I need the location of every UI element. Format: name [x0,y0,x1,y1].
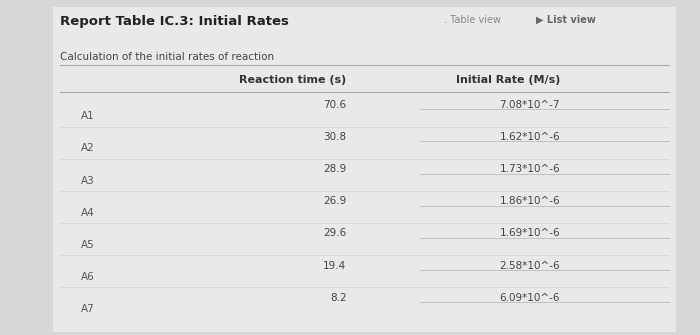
Text: A2: A2 [80,143,94,153]
Text: 19.4: 19.4 [323,261,346,271]
Text: 1.62*10^-6: 1.62*10^-6 [499,132,560,142]
Text: 1.73*10^-6: 1.73*10^-6 [499,164,560,174]
Text: A1: A1 [80,111,94,121]
Text: A4: A4 [80,208,94,218]
Text: 8.2: 8.2 [330,293,346,303]
Text: 70.6: 70.6 [323,100,346,110]
Text: Initial Rate (M/s): Initial Rate (M/s) [456,75,560,85]
Text: 28.9: 28.9 [323,164,346,174]
Text: . Table view: . Table view [444,15,501,25]
Text: A6: A6 [80,272,94,282]
Text: 2.58*10^-6: 2.58*10^-6 [499,261,560,271]
Text: ▶ List view: ▶ List view [536,15,596,25]
Text: Calculation of the initial rates of reaction: Calculation of the initial rates of reac… [60,52,274,62]
Text: 1.69*10^-6: 1.69*10^-6 [499,228,560,239]
Text: 26.9: 26.9 [323,196,346,206]
Text: A5: A5 [80,240,94,250]
Text: A3: A3 [80,176,94,186]
Text: 29.6: 29.6 [323,228,346,239]
Text: 7.08*10^-7: 7.08*10^-7 [500,100,560,110]
Text: 1.86*10^-6: 1.86*10^-6 [499,196,560,206]
Text: Reaction time (s): Reaction time (s) [239,75,346,85]
Text: A7: A7 [80,304,94,314]
Text: Report Table IC.3: Initial Rates: Report Table IC.3: Initial Rates [60,15,288,28]
Text: 30.8: 30.8 [323,132,346,142]
FancyBboxPatch shape [52,7,676,332]
Text: 6.09*10^-6: 6.09*10^-6 [500,293,560,303]
